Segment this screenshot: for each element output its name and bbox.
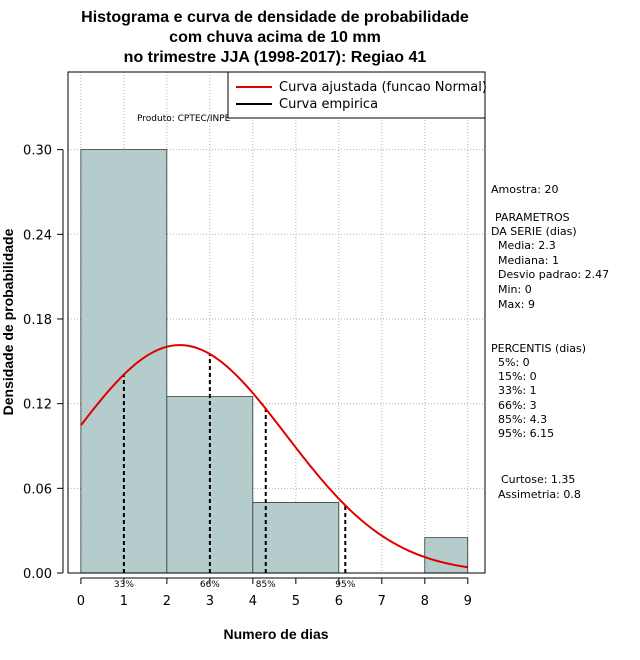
y-tick-label: 0.00 [23, 567, 52, 582]
legend: Curva ajustada (funcao Normal) Curva emp… [227, 71, 487, 119]
x-tick-label: 7 [378, 594, 386, 609]
normal-curve [80, 344, 468, 569]
chart-title-line-2: com chuva acima de 10 mm [169, 29, 381, 46]
stat-curtose: Curtose: 1.35 [501, 473, 575, 486]
stat-assimetria: Assimetria: 0.8 [498, 488, 581, 501]
x-tick-label: 6 [335, 594, 343, 609]
legend-label-empirical: Curva empirica [279, 97, 378, 112]
stats-panel: Amostra: 20 PARAMETROS DA SERIE (dias) M… [491, 183, 609, 501]
x-tick-label: 8 [421, 594, 429, 609]
percentile-label: 33% [114, 580, 134, 590]
stat-p15: 15%: 0 [498, 370, 537, 383]
histogram-bar [424, 537, 469, 574]
stat-params-header-1: PARAMETROS [495, 211, 570, 224]
legend-box [227, 71, 486, 119]
stat-min: Min: 0 [498, 283, 532, 296]
percentile-label: 85% [256, 580, 276, 590]
x-axis: 0 1 2 3 4 5 6 7 8 9 [77, 577, 472, 609]
y-tick-label: 0.18 [23, 313, 52, 328]
x-tick-label: 4 [249, 594, 257, 609]
stat-sample: Amostra: 20 [491, 183, 558, 196]
stat-percentis-header: PERCENTIS (dias) [491, 342, 586, 355]
x-tick-label: 0 [77, 594, 85, 609]
stat-p5: 5%: 0 [498, 356, 530, 369]
y-tick-label: 0.24 [23, 228, 52, 243]
stat-desvio: Desvio padrao: 2.47 [498, 268, 609, 281]
percentile-label: 95% [335, 580, 355, 590]
x-tick-label: 3 [206, 594, 214, 609]
legend-label-normal: Curva ajustada (funcao Normal) [279, 80, 487, 95]
x-axis-title: Numero de dias [223, 626, 328, 642]
stat-p85: 85%: 4.3 [498, 413, 547, 426]
stat-max: Max: 9 [498, 298, 535, 311]
histogram-bar [252, 502, 340, 574]
x-tick-label: 2 [163, 594, 171, 609]
y-axis-title: Densidade de probabilidade [0, 228, 16, 415]
stat-p33: 33%: 1 [498, 384, 537, 397]
stat-media: Media: 2.3 [498, 239, 556, 252]
stat-p95: 95%: 6.15 [498, 427, 554, 440]
percentile-markers: 33% 66% 85% 95% [114, 354, 356, 590]
y-tick-label: 0.12 [23, 398, 52, 413]
credit-text: Produto: CPTEC/INPE [137, 114, 231, 124]
y-tick-label: 0.30 [23, 144, 52, 159]
y-tick-label: 0.06 [23, 482, 52, 497]
percentile-label: 66% [200, 580, 220, 590]
x-tick-label: 1 [120, 594, 128, 609]
stat-params-header-2: DA SERIE (dias) [491, 225, 577, 238]
stat-mediana: Mediana: 1 [498, 254, 559, 267]
chart-title-line-1: Histograma e curva de densidade de proba… [81, 9, 469, 26]
y-axis: 0.00 0.06 0.12 0.18 0.24 0.30 [23, 144, 64, 582]
x-tick-label: 5 [292, 594, 300, 609]
x-tick-label: 9 [464, 594, 472, 609]
chart-title-line-3: no trimestre JJA (1998-2017): Regiao 41 [124, 49, 427, 66]
normal-curve-layer [80, 344, 468, 569]
stat-p66: 66%: 3 [498, 399, 537, 412]
